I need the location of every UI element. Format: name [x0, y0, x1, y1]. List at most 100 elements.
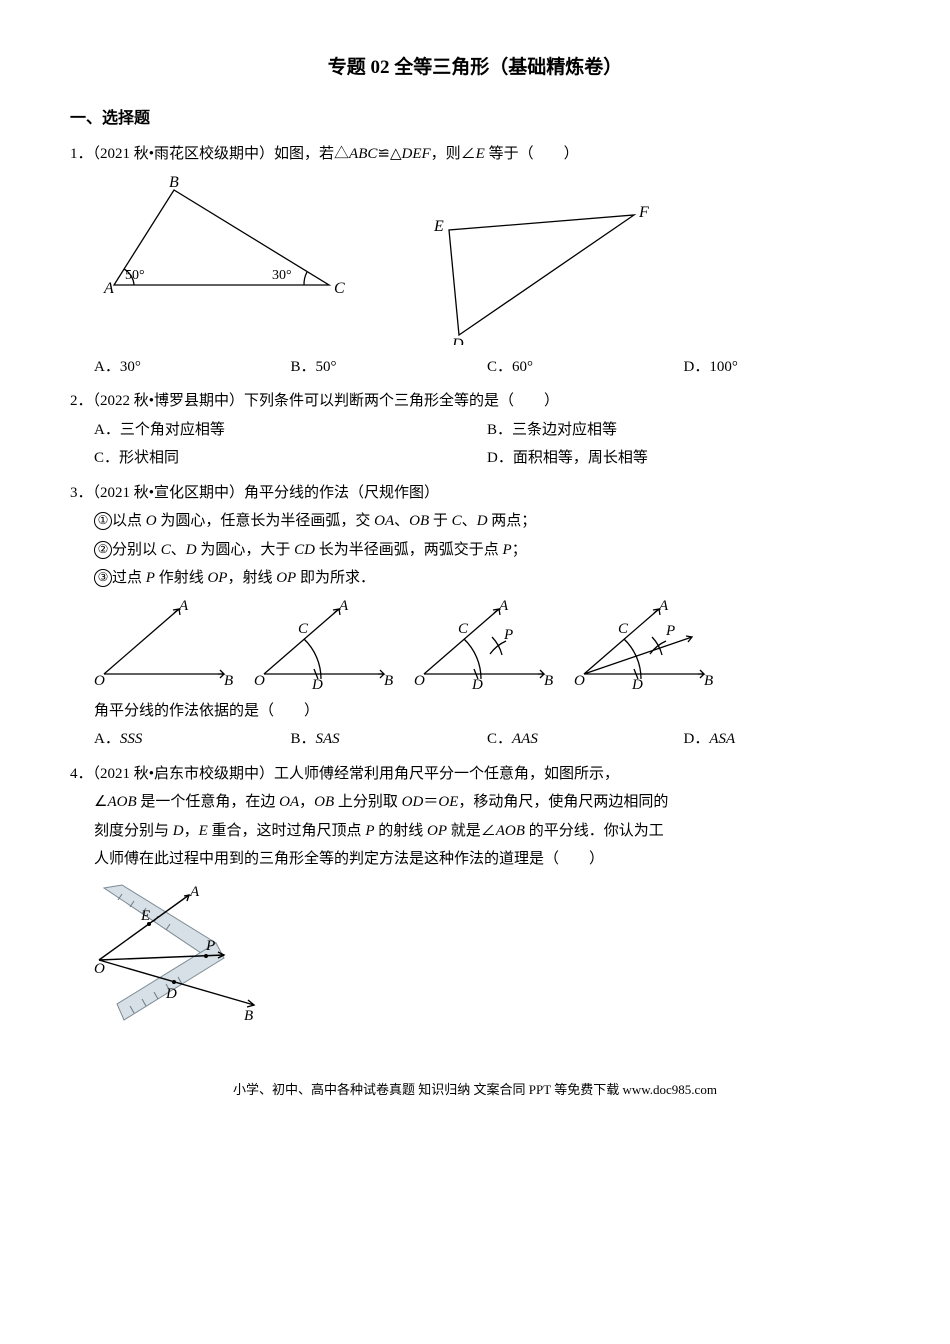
- q4-label-b: B: [244, 1008, 253, 1024]
- q3-opt-a: A．SSS: [94, 725, 291, 754]
- q4-line4: 人师傅在此过程中用到的三角形全等的判定方法是这种作法的道理是（ ）: [70, 845, 880, 874]
- q3-p3-b: B: [544, 673, 553, 689]
- q1-opt-d: D．100°: [684, 353, 881, 382]
- q2-meta: （2022 秋•博罗县期中）下列条件可以判断两个三角形全等的是（ ）: [93, 393, 560, 409]
- q1-label-a: A: [103, 280, 114, 297]
- q3-tail: 角平分线的作法依据的是（ ）: [70, 697, 880, 726]
- page-footer: 小学、初中、高中各种试卷真题 知识归纳 文案合同 PPT 等免费下载 www.d…: [70, 1078, 880, 1103]
- q3-p3-o: O: [414, 673, 425, 689]
- section-heading: 一、选择题: [70, 104, 880, 134]
- q4-l3f: 的平分线．你认为工: [525, 823, 664, 839]
- q3-p3-a: A: [498, 599, 509, 614]
- q4-l2aob: AOB: [107, 794, 136, 810]
- q1-angle-30: 30°: [272, 268, 292, 283]
- q3-opt-b-val: SAS: [316, 731, 340, 747]
- q3-opt-d-val: ASA: [709, 731, 735, 747]
- q4-line3: 刻度分别与 D，E 重合，这时过角尺顶点 P 的射线 OP 就是∠AOB 的平分…: [70, 817, 880, 846]
- page-title: 专题 02 全等三角形（基础精炼卷）: [70, 50, 880, 86]
- q3-options: A．SSS B．SAS C．AAS D．ASA: [70, 725, 880, 754]
- q1-options: A．30° B．50° C．60° D．100°: [70, 353, 880, 382]
- q4-l3d: D: [173, 823, 184, 839]
- q3-p1-b: B: [224, 673, 233, 689]
- q3-step2: ②分别以 C、D 为圆心，大于 CD 长为半径画弧，两弧交于点 P；: [70, 536, 880, 565]
- q4-label-o: O: [94, 961, 105, 977]
- q4-l2c: ，: [299, 794, 314, 810]
- q3-s3b: 作射线: [155, 570, 208, 586]
- q1-e: E: [476, 146, 485, 162]
- q1-opt-a: A．30°: [94, 353, 291, 382]
- question-1: 1．（2021 秋•雨花区校级期中）如图，若△ABC≌△DEF，则∠E 等于（ …: [70, 140, 880, 381]
- circled-2: ②: [94, 541, 112, 559]
- q4-l2ob: OB: [314, 794, 334, 810]
- q3-s2p: P: [503, 542, 512, 558]
- q3-p2-c: C: [298, 621, 309, 637]
- q1-label-f: F: [638, 204, 649, 221]
- q4-l3a: 刻度分别与: [94, 823, 173, 839]
- q3-opt-d-pre: D．: [684, 731, 710, 747]
- q3-s3op: OP: [207, 570, 227, 586]
- q3-s2e: 为圆心，大于: [197, 542, 295, 558]
- q3-s1ob: OB: [409, 513, 429, 529]
- q3-s2a: 分别以: [112, 542, 161, 558]
- q4-l3e: E: [199, 823, 208, 839]
- q3-step1: ①以点 O 为圆心，任意长为半径画弧，交 OA、OB 于 C、D 两点；: [70, 507, 880, 536]
- q3-s3p: P: [146, 570, 155, 586]
- q3-opt-d: D．ASA: [684, 725, 881, 754]
- q4-label-d: D: [165, 986, 177, 1002]
- q3-opt-b: B．SAS: [291, 725, 488, 754]
- q1-tail2: 等于（ ）: [485, 146, 579, 162]
- q3-opt-c-pre: C．: [487, 731, 512, 747]
- q3-s1d: 于: [429, 513, 452, 529]
- q3-p2-a: A: [338, 599, 349, 614]
- q1-label-d: D: [451, 336, 464, 345]
- q3-s1a: 以点: [112, 513, 146, 529]
- q4-meta: （2021 秋•启东市校级期中）工人师傅经常利用角尺平分一个任意角，如图所示，: [93, 766, 620, 782]
- q3-s1e: 、: [462, 513, 477, 529]
- q3-p2-b: B: [384, 673, 393, 689]
- q4-l2a: ∠: [94, 794, 107, 810]
- q4-l2od: OD: [402, 794, 424, 810]
- q3-p4-p: P: [665, 623, 675, 639]
- q4-l3c: 重合，这时过角尺顶点: [208, 823, 366, 839]
- q4-l3op: OP: [427, 823, 447, 839]
- q3-figure: O A B O A: [70, 599, 880, 689]
- q4-line1: 4．（2021 秋•启东市校级期中）工人师傅经常利用角尺平分一个任意角，如图所示…: [70, 760, 880, 789]
- q3-opt-c: C．AAS: [487, 725, 684, 754]
- q2-options: A．三个角对应相等 B．三条边对应相等 C．形状相同 D．面积相等，周长相等: [70, 416, 880, 473]
- q2-opt-d: D．面积相等，周长相等: [487, 444, 880, 473]
- q3-s1b: 为圆心，任意长为半径画弧，交: [157, 513, 375, 529]
- q3-s2b: 、: [171, 542, 186, 558]
- q4-l2e: ＝: [423, 794, 438, 810]
- q3-s2d: D: [186, 542, 197, 558]
- q2-opt-a: A．三个角对应相等: [94, 416, 487, 445]
- q3-opt-a-val: SSS: [120, 731, 143, 747]
- q1-opt-b: B．50°: [291, 353, 488, 382]
- q1-angle-50: 50°: [125, 268, 145, 283]
- q1-stem: 1．（2021 秋•雨花区校级期中）如图，若△ABC≌△DEF，则∠E 等于（ …: [70, 140, 880, 169]
- q3-s2f: 长为半径画弧，两弧交于点: [315, 542, 503, 558]
- q1-opt-c: C．60°: [487, 353, 684, 382]
- q3-p2-d: D: [311, 677, 323, 689]
- q3-p4-o: O: [574, 673, 585, 689]
- q3-p4-d: D: [631, 677, 643, 689]
- q2-stem: 2．（2022 秋•博罗县期中）下列条件可以判断两个三角形全等的是（ ）: [70, 387, 880, 416]
- q3-s1oa: OA: [374, 513, 394, 529]
- q4-l2oe: OE: [438, 794, 458, 810]
- q1-abc: ABC: [349, 146, 377, 162]
- q1-def: DEF: [401, 146, 430, 162]
- q4-label-e: E: [140, 908, 150, 924]
- q1-cong: ≌△: [377, 146, 401, 162]
- q3-stem: 3．（2021 秋•宣化区期中）角平分线的作法（尺规作图）: [70, 479, 880, 508]
- q3-p4-a: A: [658, 599, 669, 614]
- q4-l2f: ，移动角尺，使角尺两边相同的: [458, 794, 668, 810]
- q3-s3op2: OP: [276, 570, 296, 586]
- q3-s1f: 两点；: [488, 513, 537, 529]
- q4-l3b: ，: [184, 823, 199, 839]
- q3-p4-b: B: [704, 673, 713, 689]
- q3-meta: （2021 秋•宣化区期中）角平分线的作法（尺规作图）: [93, 485, 440, 501]
- q3-p3-c: C: [458, 621, 469, 637]
- q3-p1-o: O: [94, 673, 105, 689]
- q4-l2b: 是一个任意角，在边: [137, 794, 280, 810]
- q3-p1-a: A: [178, 599, 189, 614]
- q1-label-e: E: [433, 218, 444, 235]
